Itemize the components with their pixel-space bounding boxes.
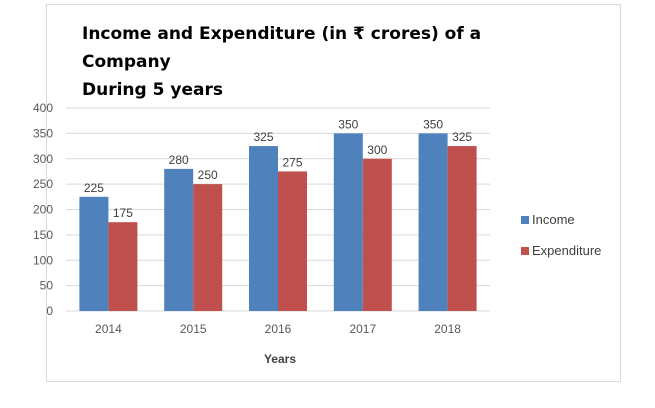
chart-frame: [46, 4, 621, 382]
y-tick-label: 300: [33, 152, 53, 166]
bar-expenditure-2015: [193, 184, 223, 311]
y-tick-label: 150: [33, 228, 53, 242]
x-tick-label: 2016: [265, 322, 292, 336]
bars: [79, 133, 477, 311]
chart-title-line2: During 5 years: [82, 80, 223, 100]
y-tick-label: 200: [33, 203, 53, 217]
y-tick-label: 350: [33, 126, 53, 140]
legend-label-expenditure: Expenditure: [532, 243, 601, 258]
bar-income-2015: [164, 168, 194, 311]
bar-expenditure-2014: [108, 222, 138, 311]
legend-swatch-income: [521, 216, 529, 224]
bar-income-2018: [418, 133, 448, 311]
legend: Income Expenditure: [521, 212, 601, 258]
y-tick-label: 0: [46, 304, 53, 318]
bar-expenditure-2016: [278, 171, 307, 311]
data-labels: 225 175 280 250 325 275 350 300 350 325: [84, 117, 473, 220]
data-label: 175: [113, 206, 133, 220]
y-tick-label: 100: [33, 253, 53, 267]
x-tick-label: 2017: [349, 322, 376, 336]
chart-title: Income and Expenditure (in ₹ crores) of …: [82, 20, 552, 104]
x-axis-title: Years: [264, 352, 296, 366]
data-label: 325: [452, 130, 472, 144]
data-label: 250: [198, 168, 218, 182]
bar-income-2014: [79, 196, 109, 311]
data-label: 300: [367, 143, 387, 157]
x-tick-label: 2018: [434, 322, 461, 336]
x-axis-ticks: 2014 2015 2016 2017 2018: [95, 322, 461, 336]
x-tick-label: 2015: [180, 322, 207, 336]
data-label: 225: [84, 181, 104, 195]
data-label: 275: [282, 155, 302, 169]
data-label: 280: [169, 153, 189, 167]
y-tick-label: 400: [33, 101, 53, 115]
bar-expenditure-2017: [362, 158, 392, 311]
bar-income-2016: [249, 146, 278, 311]
y-tick-label: 50: [40, 279, 54, 293]
bar-expenditure-2018: [447, 146, 477, 311]
data-label: 350: [423, 117, 443, 131]
y-tick-label: 250: [33, 177, 53, 191]
chart-title-line1: Income and Expenditure (in ₹ crores) of …: [82, 24, 482, 72]
bar-income-2017: [333, 133, 363, 311]
data-label: 350: [338, 117, 358, 131]
legend-swatch-expenditure: [521, 247, 529, 255]
x-tick-label: 2014: [95, 322, 122, 336]
legend-label-income: Income: [532, 212, 575, 227]
y-axis-ticks: 0 50 100 150 200 250 300 350 400: [33, 101, 53, 318]
data-label: 325: [253, 130, 273, 144]
